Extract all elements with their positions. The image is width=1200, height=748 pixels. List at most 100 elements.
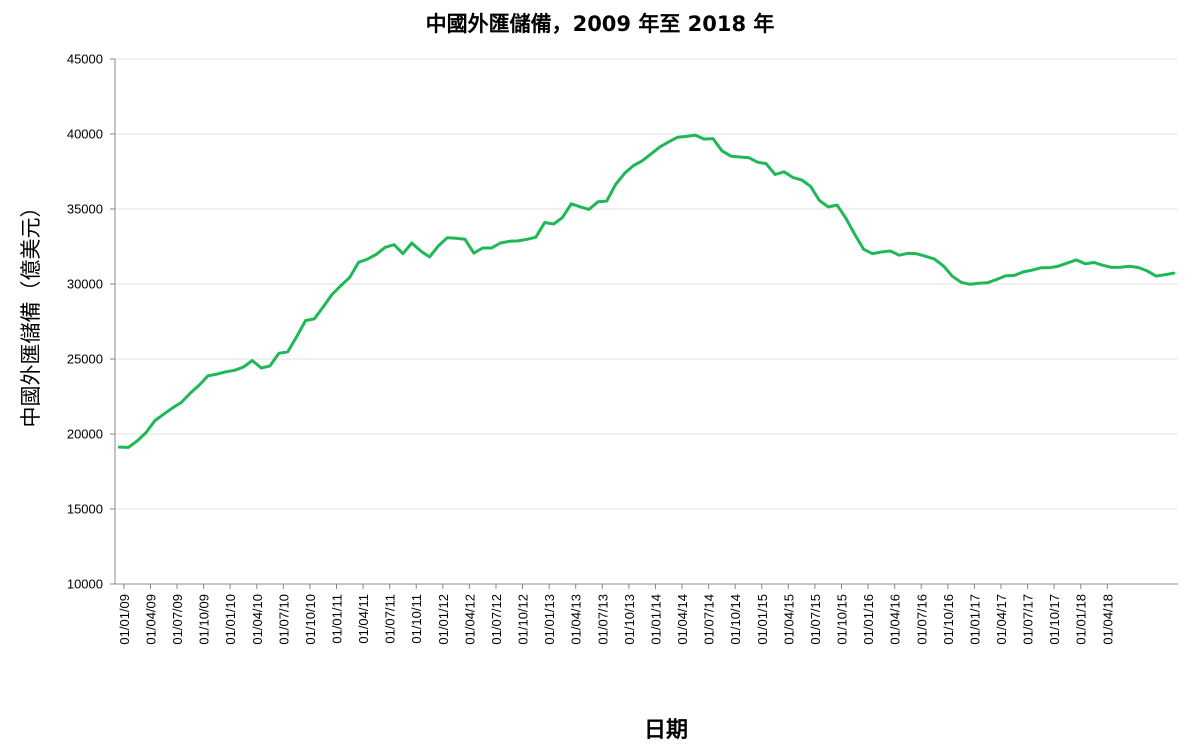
data-point bbox=[1075, 258, 1078, 262]
data-point bbox=[153, 419, 157, 422]
data-point bbox=[189, 391, 192, 395]
data-point bbox=[357, 261, 360, 264]
data-point bbox=[968, 283, 972, 286]
data-point bbox=[676, 136, 679, 139]
data-point bbox=[959, 281, 963, 284]
data-point bbox=[419, 249, 422, 253]
data-point bbox=[428, 255, 431, 259]
data-point bbox=[995, 278, 998, 281]
data-point bbox=[286, 350, 289, 353]
x-tick-label: 01/07/15 bbox=[808, 594, 823, 645]
data-point bbox=[499, 241, 502, 245]
data-point bbox=[649, 152, 653, 156]
data-point bbox=[951, 275, 954, 278]
x-tick-label: 01/01/09 bbox=[117, 594, 132, 645]
data-point bbox=[800, 178, 803, 182]
data-point bbox=[339, 284, 343, 287]
x-tick-label: 01/01/11 bbox=[330, 594, 345, 644]
data-point bbox=[977, 282, 980, 285]
x-tick-label: 01/10/14 bbox=[728, 594, 743, 645]
x-tick-label: 01/01/14 bbox=[648, 594, 663, 645]
data-point bbox=[791, 176, 794, 179]
data-point bbox=[1066, 261, 1069, 265]
data-point bbox=[322, 305, 325, 309]
data-point bbox=[224, 370, 227, 373]
x-tick-label: 01/01/15 bbox=[755, 594, 770, 645]
x-tick-label: 01/04/11 bbox=[356, 594, 371, 644]
data-point bbox=[605, 199, 608, 203]
data-point bbox=[481, 246, 484, 250]
x-tick-label: 01/01/16 bbox=[861, 594, 876, 645]
x-tick-label: 01/01/18 bbox=[1074, 594, 1089, 645]
x-tick-label: 01/07/14 bbox=[702, 594, 717, 645]
x-tick-label: 01/04/17 bbox=[994, 594, 1009, 645]
data-point bbox=[136, 439, 139, 443]
x-tick-label: 01/04/10 bbox=[250, 594, 265, 645]
data-point bbox=[1137, 266, 1140, 269]
data-point bbox=[162, 413, 165, 416]
data-point bbox=[667, 140, 670, 143]
data-point bbox=[410, 241, 413, 245]
data-point bbox=[942, 264, 945, 268]
data-point bbox=[1119, 266, 1122, 269]
y-tick-label: 35000 bbox=[67, 202, 103, 217]
data-point bbox=[632, 164, 635, 167]
x-tick-label: 01/10/12 bbox=[516, 594, 531, 645]
data-point bbox=[330, 293, 334, 296]
data-point bbox=[986, 281, 989, 284]
x-tick-label: 01/07/13 bbox=[595, 594, 610, 645]
data-point bbox=[1092, 261, 1096, 264]
data-point bbox=[578, 205, 582, 208]
data-point bbox=[268, 364, 272, 368]
x-tick-label: 01/10/11 bbox=[409, 594, 424, 644]
x-tick-label: 01/01/13 bbox=[542, 594, 557, 645]
x-tick-label: 01/07/12 bbox=[489, 594, 504, 645]
data-point bbox=[906, 252, 910, 255]
data-point bbox=[596, 200, 600, 203]
x-tick-label: 01/04/16 bbox=[888, 594, 903, 645]
x-tick-label: 01/10/13 bbox=[622, 594, 637, 645]
x-tick-label: 01/07/16 bbox=[914, 594, 929, 645]
data-point bbox=[144, 431, 148, 434]
data-point bbox=[1172, 271, 1176, 275]
x-tick-label: 01/07/10 bbox=[276, 594, 291, 645]
y-tick-label: 25000 bbox=[67, 352, 103, 367]
data-point bbox=[880, 250, 883, 254]
data-point bbox=[641, 159, 644, 162]
data-point bbox=[924, 255, 927, 258]
data-point bbox=[561, 216, 564, 219]
data-point bbox=[623, 172, 626, 175]
data-point bbox=[242, 365, 245, 369]
data-point bbox=[127, 446, 130, 449]
x-tick-label: 01/10/17 bbox=[1047, 594, 1062, 645]
x-tick-label: 01/01/17 bbox=[967, 594, 982, 645]
x-tick-label: 01/04/15 bbox=[781, 594, 796, 645]
data-point bbox=[765, 162, 768, 165]
data-point bbox=[516, 239, 520, 243]
data-point bbox=[366, 257, 369, 261]
data-point bbox=[215, 372, 219, 376]
x-tick-label: 01/07/09 bbox=[170, 594, 185, 645]
data-point bbox=[756, 160, 759, 164]
data-point bbox=[180, 401, 183, 404]
data-point bbox=[1154, 274, 1158, 278]
data-point bbox=[818, 199, 821, 202]
x-tick-label: 01/10/10 bbox=[303, 594, 318, 645]
data-point bbox=[1128, 265, 1131, 268]
data-point bbox=[171, 406, 174, 409]
x-tick-label: 01/10/16 bbox=[941, 594, 956, 645]
data-point bbox=[401, 252, 405, 255]
data-point bbox=[1048, 266, 1051, 269]
data-point bbox=[809, 185, 812, 188]
data-point bbox=[897, 254, 901, 257]
x-tick-labels: 01/01/09 01/04/09 01/07/09 01/10/09 01/01/10… bbox=[117, 584, 1115, 645]
data-point bbox=[437, 244, 440, 248]
data-point bbox=[933, 257, 936, 261]
data-point bbox=[747, 156, 750, 159]
data-point bbox=[1163, 273, 1167, 276]
data-point bbox=[1146, 269, 1149, 273]
y-tick-label: 40000 bbox=[67, 127, 103, 142]
data-point bbox=[711, 137, 715, 140]
y-tick-label: 20000 bbox=[67, 427, 103, 442]
